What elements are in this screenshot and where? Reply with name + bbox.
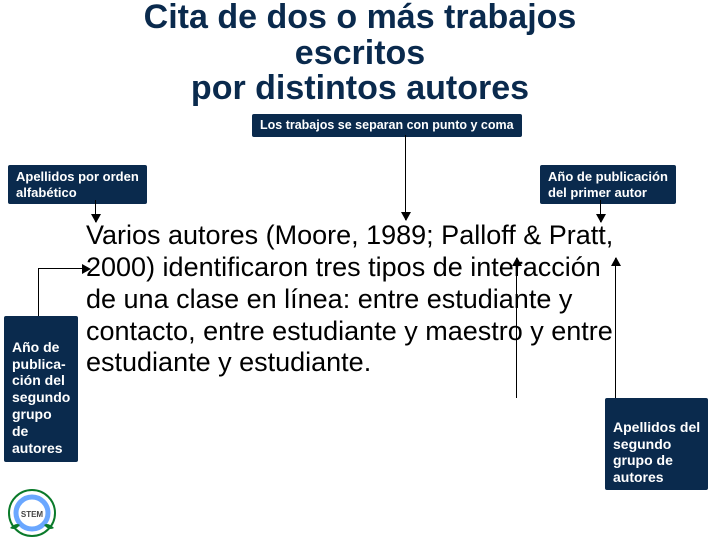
stem-lab-logo: STEM [6,488,58,538]
arrowhead-icon [512,257,522,266]
arrow-surnames-to-moore [95,200,96,222]
callout-second-group-surnames-text: Apellidos del segundo grupo de autores [613,419,700,485]
callout-second-group-year: Año de publica- ción del segundo grupo d… [4,316,78,462]
arrow-second-year-elbow [38,268,86,316]
arrowhead-icon [91,214,101,223]
citation-paragraph-text: Varios autores (Moore, 1989; Palloff & P… [86,220,613,377]
callout-first-author-year-l2: del primer autor [548,185,647,200]
logo-icon: STEM [6,488,58,538]
arrow-year-to-1989 [600,200,601,222]
callout-surnames-order: Apellidos por orden alfabético [8,165,147,204]
title-line1: Cita de dos o más trabajos [144,0,577,36]
callout-surnames-order-l2: alfabético [16,185,77,200]
arrowhead-icon [611,257,621,266]
citation-paragraph: Varios autores (Moore, 1989; Palloff & P… [86,220,626,379]
title-line2: escritos [295,34,425,72]
arrowhead-icon [401,212,411,221]
callout-surnames-order-l1: Apellidos por orden [16,169,139,184]
arrowhead-icon [82,264,91,274]
callout-second-group-surnames: Apellidos del segundo grupo de autores [605,398,708,490]
callout-separator-rule-text: Los trabajos se separan con punto y coma [260,118,514,132]
arrowhead-icon [596,214,606,223]
svg-text:STEM: STEM [21,510,44,519]
callout-first-author-year: Año de publicación del primer autor [540,165,676,204]
callout-second-group-year-text: Año de publica- ción del segundo grupo d… [12,339,70,456]
slide-title: Cita de dos o más trabajos escritos por … [0,0,720,107]
callout-separator-rule: Los trabajos se separan con punto y coma [252,114,522,137]
arrow-secondgroup-a [516,258,517,398]
title-line3: por distintos autores [191,69,529,107]
arrow-secondgroup-b [615,258,616,398]
arrow-separator-to-semicolon [405,135,406,220]
callout-first-author-year-l1: Año de publicación [548,169,668,184]
